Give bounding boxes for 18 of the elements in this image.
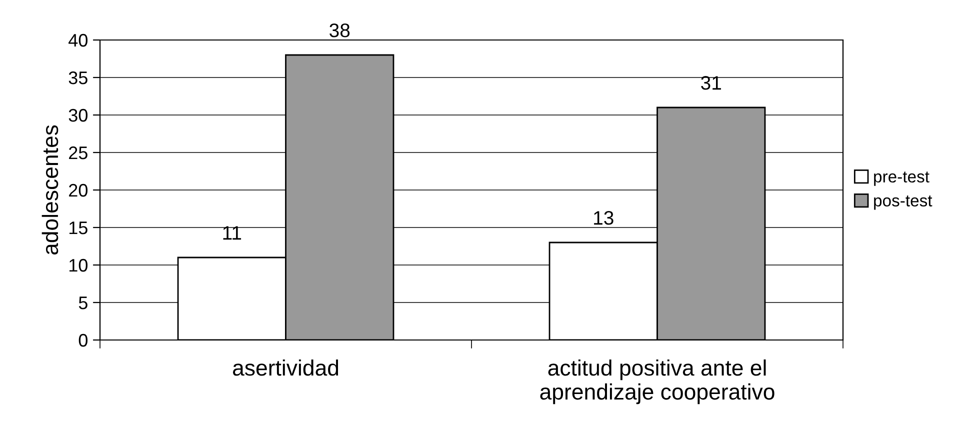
y-tick-label: 20 [69,184,88,197]
data-label: 31 [701,76,721,90]
y-tick-label: 40 [68,34,88,47]
x-tick-label: asertividad [232,359,338,376]
y-tick-label: 25 [69,146,88,160]
x-tick-label: actitud positiva ante el aprendizaje cooperativo [540,359,774,404]
legend-label: pre-test [874,172,930,186]
data-label: 38 [330,24,350,38]
data-label: 13 [594,211,614,225]
y-axis-title: adolescentes [42,125,58,255]
y-tick-label: 10 [69,258,88,272]
y-tick-label: 15 [69,222,88,234]
legend-label: pos-test [874,196,932,210]
y-tick-label: 30 [68,108,88,122]
y-tick-label: 0 [78,334,88,347]
y-tick-label: 35 [68,71,88,84]
data-label: 11 [223,226,242,240]
y-tick-label: 5 [78,296,88,310]
